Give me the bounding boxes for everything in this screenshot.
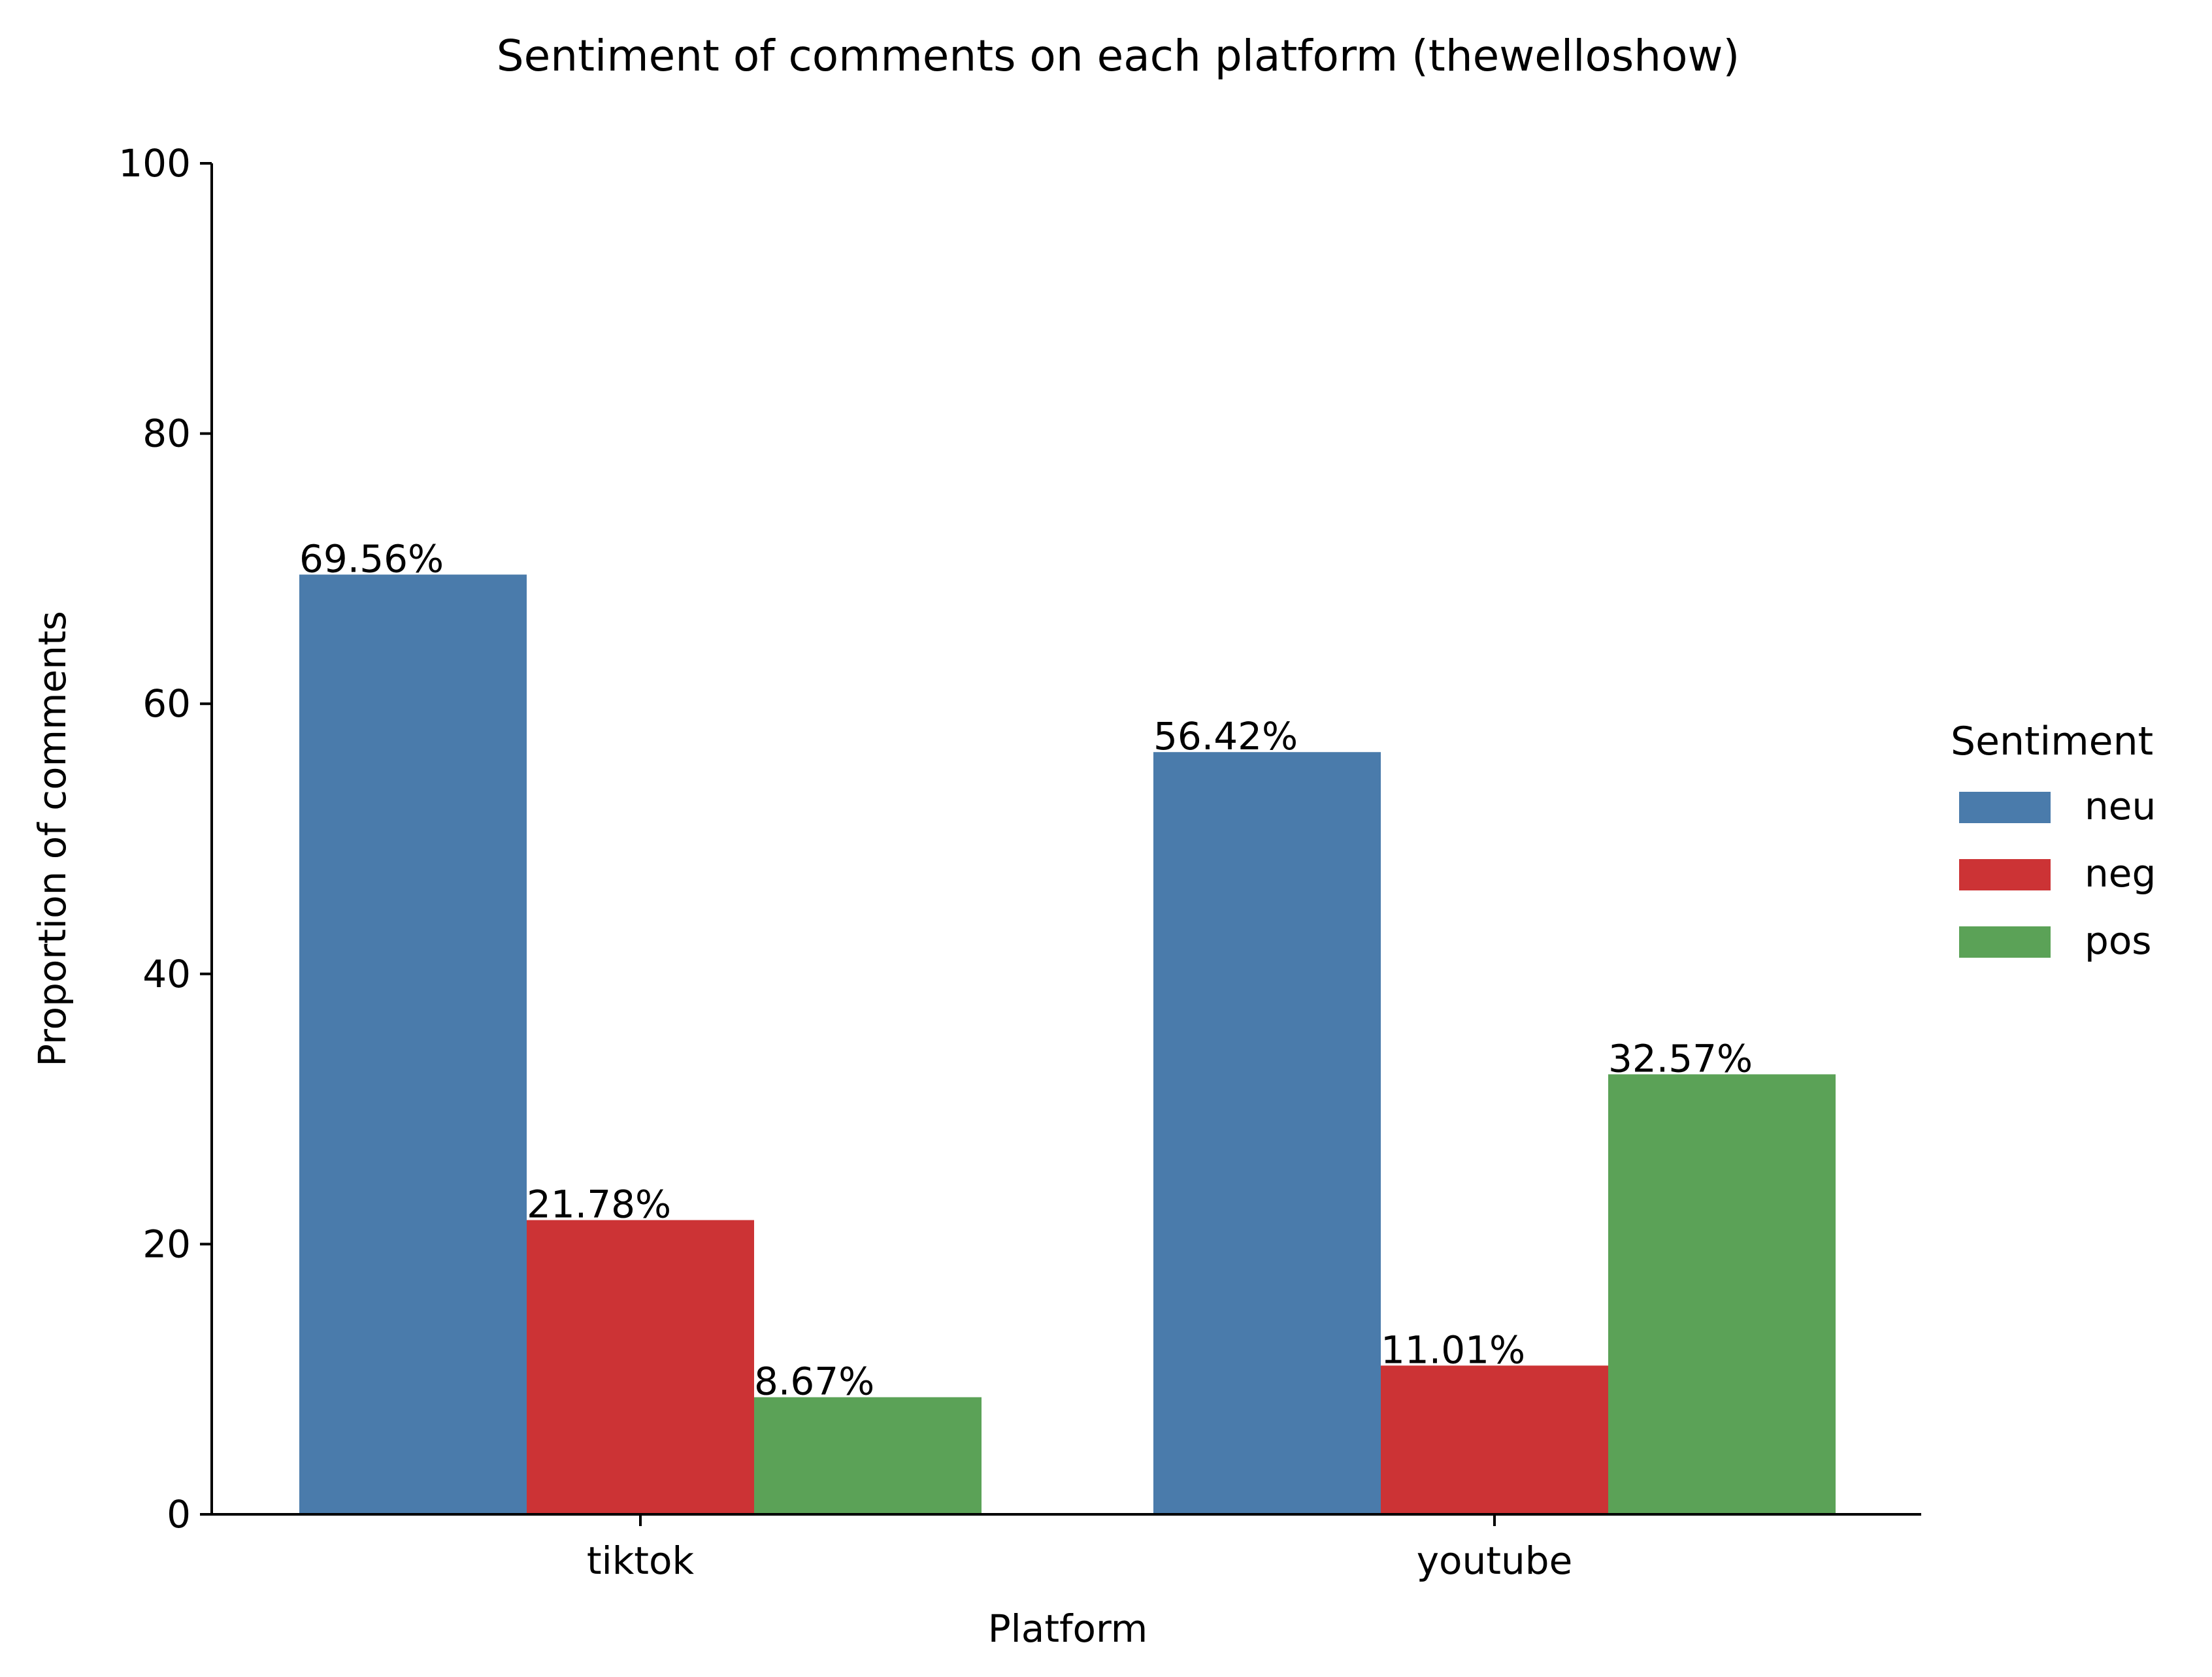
legend-title: Sentiment (1951, 719, 2153, 764)
legend-swatch-neg (1959, 859, 2051, 890)
x-ticks-group: tiktok youtube (587, 1514, 1572, 1583)
legend: Sentiment neu neg pos (1951, 719, 2156, 963)
data-label-neu-tiktok: 69.56% (299, 536, 444, 581)
bar-neg-tiktok (527, 1220, 754, 1514)
legend-label-neg: neg (2085, 851, 2156, 896)
data-label-pos-youtube: 32.57% (1608, 1036, 1753, 1081)
y-tick-label: 100 (118, 141, 191, 186)
bar-pos-youtube (1608, 1074, 1836, 1514)
data-label-neg-youtube: 11.01% (1381, 1327, 1525, 1372)
y-tick-label: 60 (142, 681, 191, 726)
legend-swatch-pos (1959, 926, 2051, 958)
y-tick-label: 20 (142, 1222, 191, 1266)
data-label-neg-tiktok: 21.78% (527, 1182, 671, 1227)
y-axis-label: Proportion of comments (30, 611, 74, 1067)
data-label-neu-youtube: 56.42% (1153, 714, 1298, 758)
chart-title: Sentiment of comments on each platform (… (497, 31, 1740, 81)
data-labels-group: 69.56% 21.78% 8.67% 56.42% 11.01% 32.57% (299, 536, 1753, 1403)
legend-label-neu: neu (2085, 784, 2156, 828)
x-tick-label-youtube: youtube (1417, 1539, 1573, 1583)
y-tick-label: 40 (142, 952, 191, 996)
bar-neu-youtube (1153, 752, 1381, 1514)
y-ticks-group: 0 20 40 60 80 100 (118, 141, 212, 1537)
x-tick-label-tiktok: tiktok (587, 1539, 695, 1583)
bar-pos-tiktok (754, 1397, 982, 1514)
bar-neu-tiktok (299, 574, 527, 1514)
legend-label-pos: pos (2085, 919, 2152, 963)
bar-neg-youtube (1381, 1365, 1608, 1514)
legend-swatch-neu (1959, 792, 2051, 823)
data-label-pos-tiktok: 8.67% (754, 1360, 874, 1404)
y-tick-label: 0 (167, 1492, 191, 1537)
y-tick-label: 80 (142, 412, 191, 456)
x-axis-label: Platform (988, 1606, 1148, 1651)
bars-group (299, 574, 1836, 1514)
